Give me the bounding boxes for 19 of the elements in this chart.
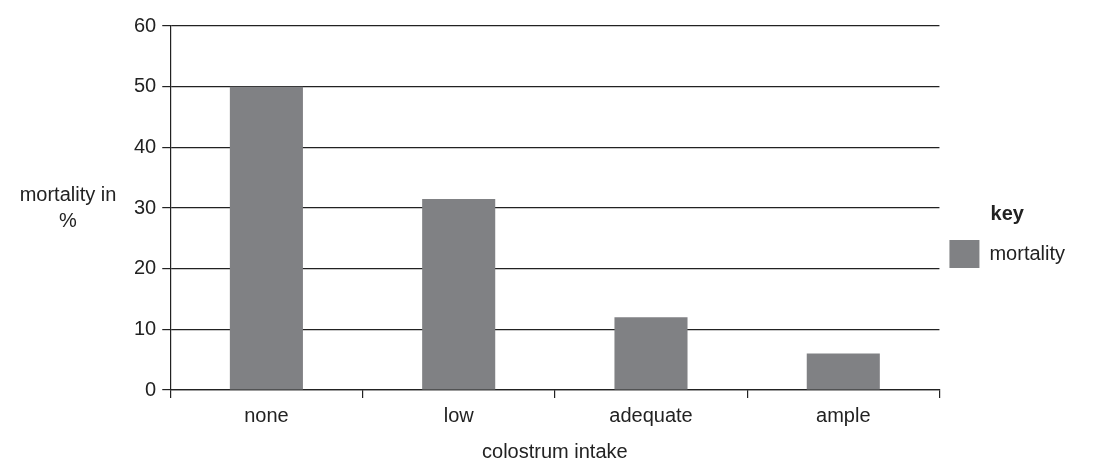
y-axis-title: mortality in % [19, 182, 117, 231]
legend-title: key [990, 201, 1025, 224]
bar [614, 317, 688, 390]
x-axis-title: colostrum intake [482, 439, 628, 462]
bar [422, 198, 496, 390]
x-tick-label: adequate [609, 403, 693, 426]
y-tick-label: 40 [134, 134, 157, 157]
x-tick-label: ample [816, 403, 871, 426]
x-tick-label: none [244, 403, 289, 426]
x-tick-label: low [443, 403, 475, 426]
y-tick-label: 10 [134, 316, 157, 339]
bar [806, 353, 880, 390]
y-tick-label: 20 [134, 256, 157, 279]
y-tick-label: 50 [134, 74, 157, 97]
legend-label: mortality [989, 241, 1066, 264]
y-tick-label: 60 [134, 13, 157, 36]
y-tick-label: 0 [145, 377, 157, 400]
y-tick-label: 30 [134, 195, 157, 218]
bar [229, 86, 303, 390]
